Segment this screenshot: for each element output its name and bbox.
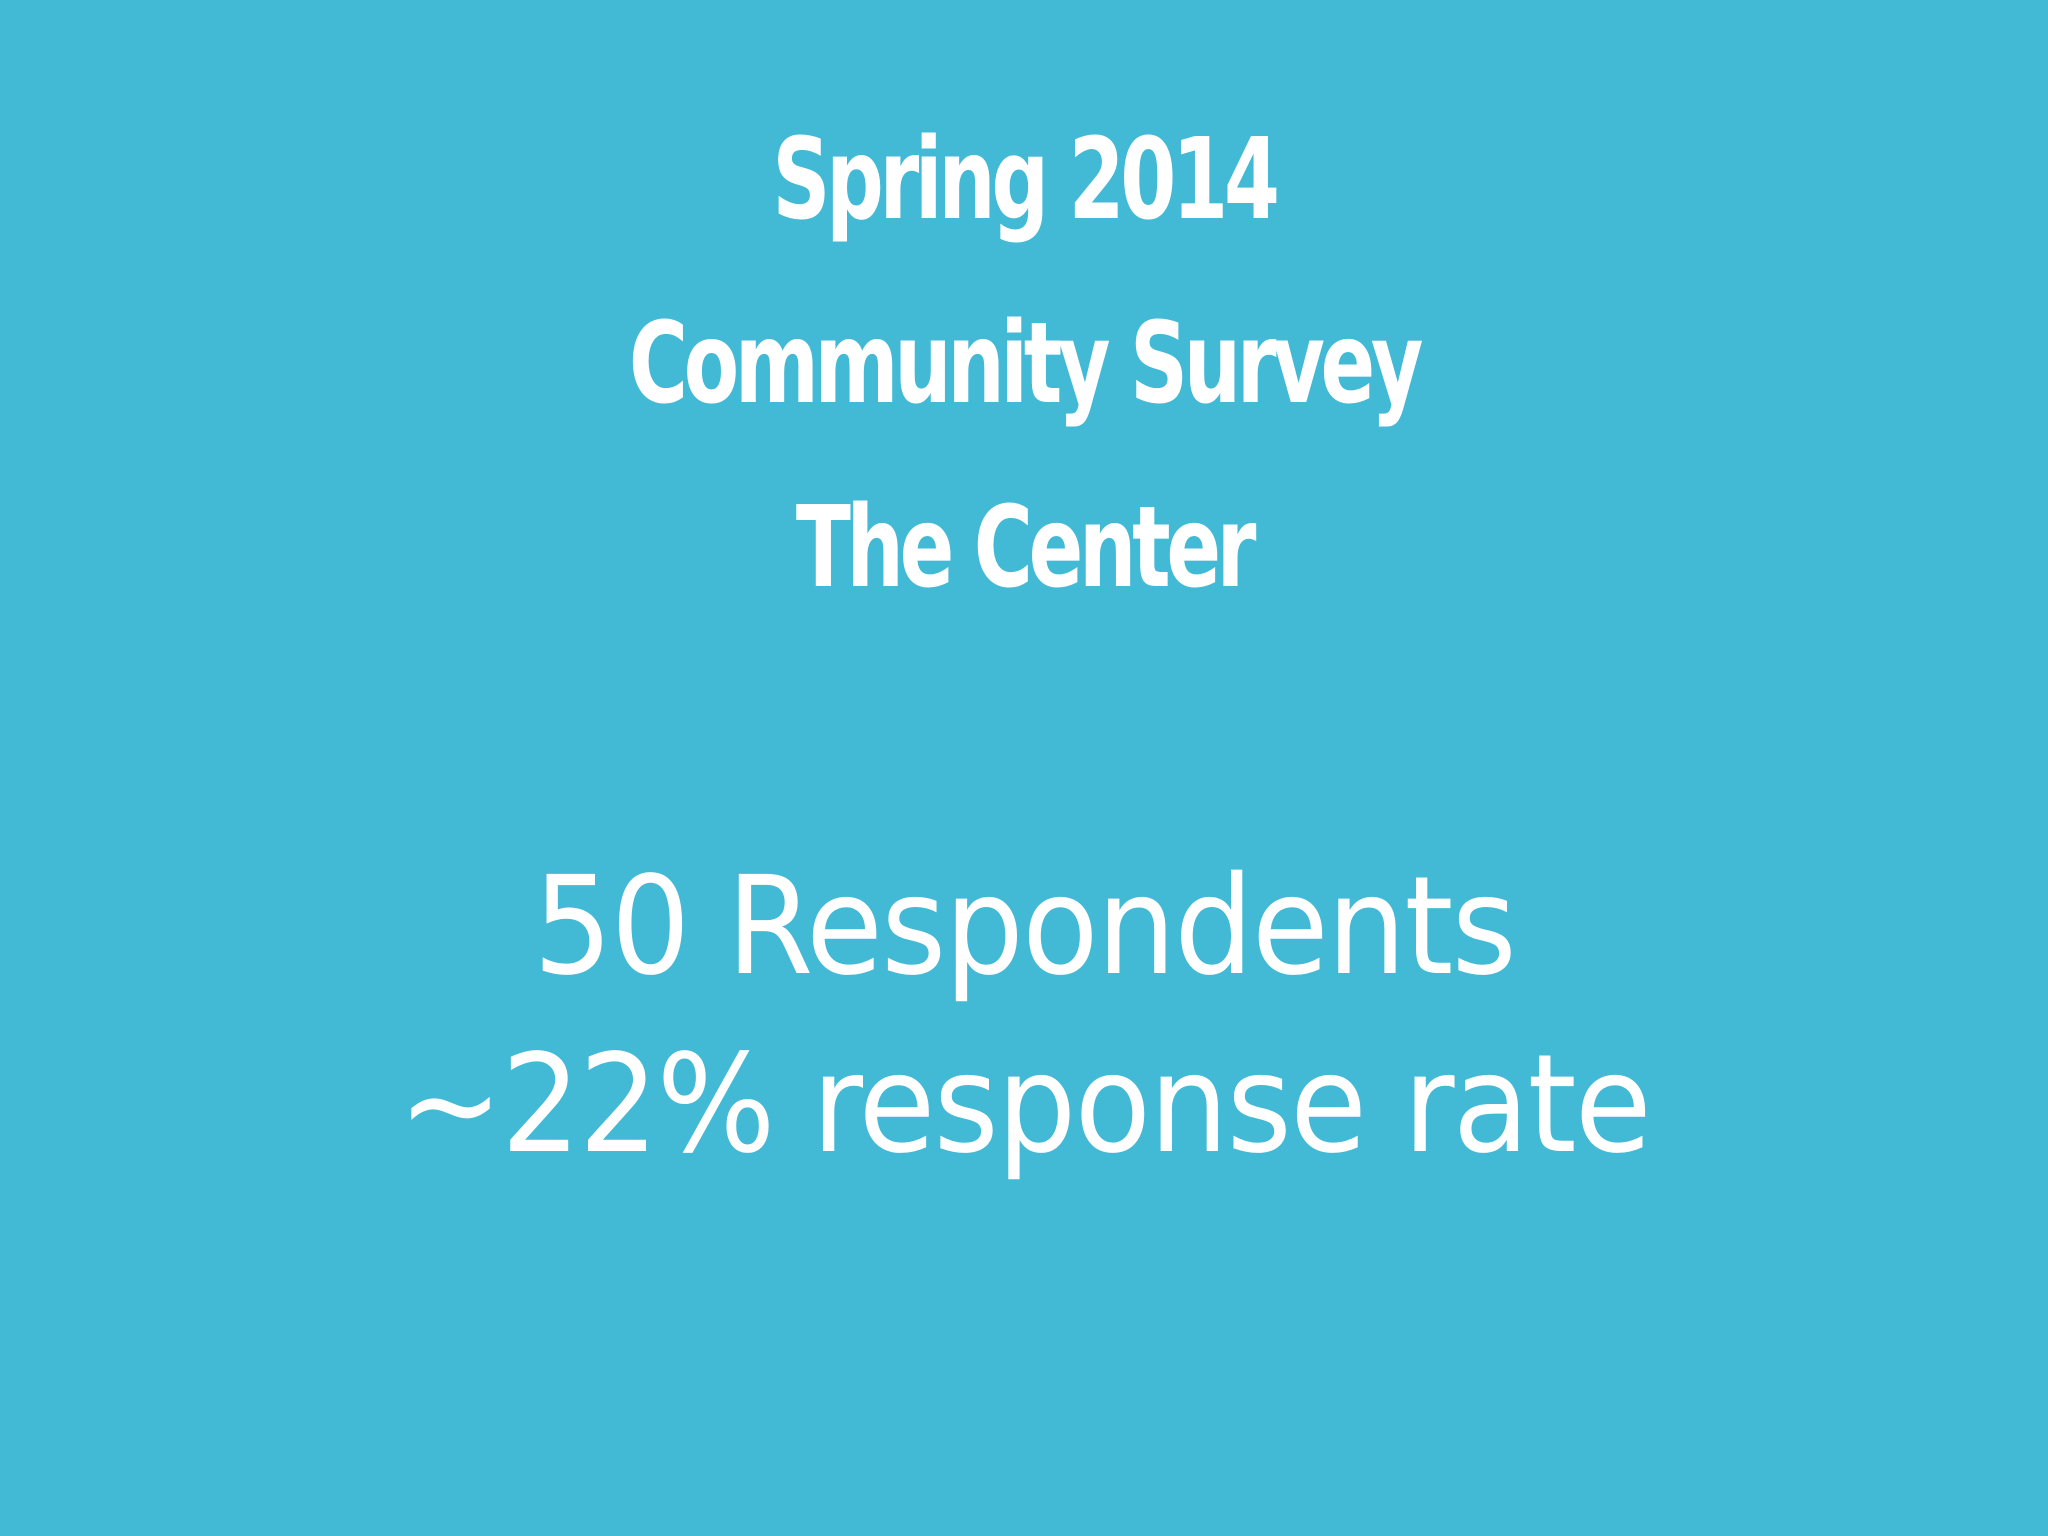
response-rate: ~22% response rate <box>398 1026 1652 1184</box>
title-line-organization: The Center <box>795 483 1257 613</box>
slide-title: Spring 2014 Community Survey The Center <box>0 88 2048 640</box>
survey-stats: 50 Respondents ~22% response rate <box>0 838 2048 1194</box>
title-line-survey: Community Survey <box>628 299 1424 429</box>
respondents-count: 50 Respondents <box>533 848 1517 1006</box>
title-line-season: Spring 2014 <box>772 115 1280 245</box>
